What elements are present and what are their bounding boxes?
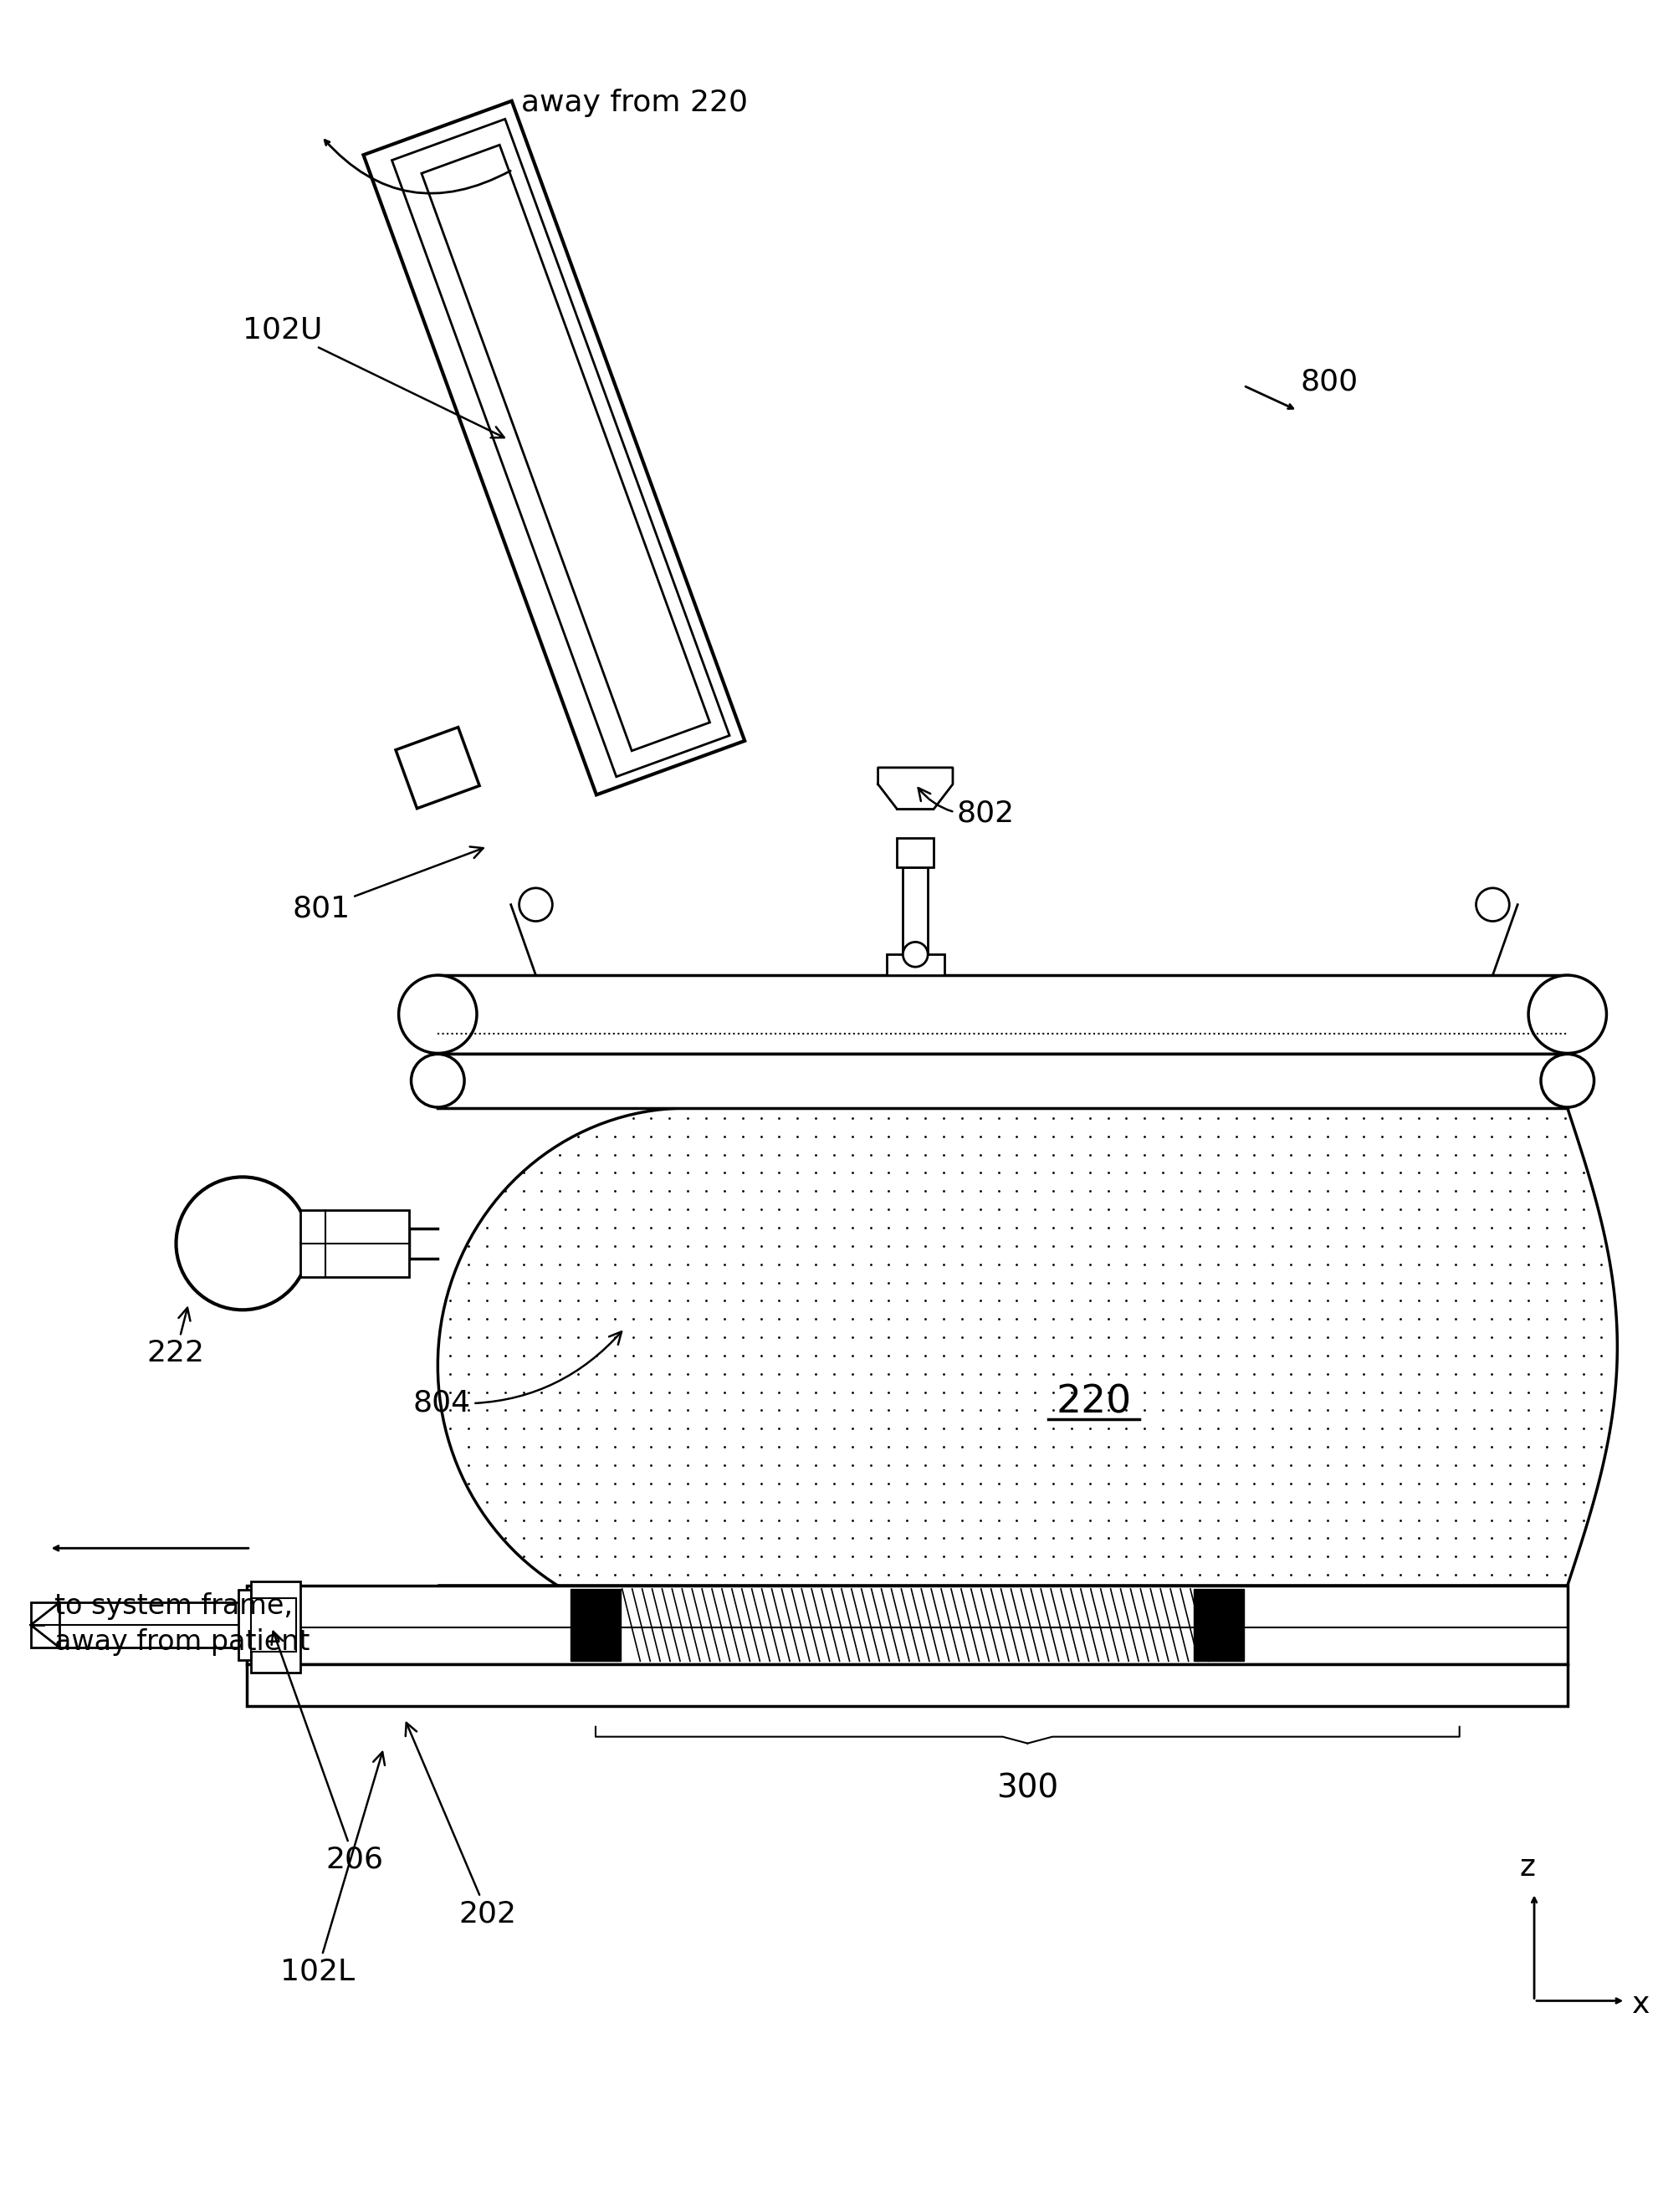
Bar — [250, 1597, 297, 1652]
Text: 800: 800 — [1300, 367, 1358, 396]
Polygon shape — [391, 119, 730, 776]
Text: 220: 220 — [1056, 1385, 1132, 1422]
Bar — [887, 953, 945, 975]
Circle shape — [1540, 1055, 1593, 1108]
Bar — [300, 1210, 408, 1276]
Text: 802: 802 — [919, 787, 1015, 827]
Polygon shape — [438, 1108, 1617, 1624]
Polygon shape — [421, 146, 710, 750]
Text: away from patient: away from patient — [55, 1628, 310, 1657]
Bar — [438, 1055, 1567, 1108]
Text: 102L: 102L — [280, 1752, 385, 1986]
Text: 222: 222 — [148, 1307, 204, 1367]
Bar — [247, 1586, 1567, 1663]
Bar — [897, 838, 933, 867]
Text: 300: 300 — [996, 1772, 1058, 1805]
Bar — [247, 1663, 1567, 1705]
Circle shape — [411, 1055, 464, 1108]
Circle shape — [519, 887, 552, 920]
Bar — [1194, 1588, 1244, 1661]
Text: x: x — [1631, 1991, 1650, 2020]
Text: 206: 206 — [272, 1632, 383, 1874]
Text: 102U: 102U — [242, 316, 504, 438]
Circle shape — [1529, 975, 1607, 1053]
Bar — [438, 975, 1567, 1055]
Circle shape — [176, 1177, 308, 1310]
Circle shape — [904, 942, 928, 967]
Text: 804: 804 — [413, 1332, 622, 1418]
Bar — [570, 1588, 620, 1661]
Bar — [32, 1601, 247, 1648]
Text: z: z — [1520, 1854, 1535, 1882]
Circle shape — [1476, 887, 1509, 920]
Bar — [904, 867, 928, 953]
Circle shape — [398, 975, 478, 1053]
Text: to system frame,: to system frame, — [55, 1593, 292, 1619]
Text: 202: 202 — [406, 1723, 516, 1927]
Text: 801: 801 — [292, 847, 482, 922]
Bar — [250, 1582, 300, 1672]
Polygon shape — [363, 102, 744, 794]
Bar — [239, 1590, 250, 1661]
Text: away from 220: away from 220 — [521, 88, 748, 117]
Polygon shape — [396, 728, 479, 807]
